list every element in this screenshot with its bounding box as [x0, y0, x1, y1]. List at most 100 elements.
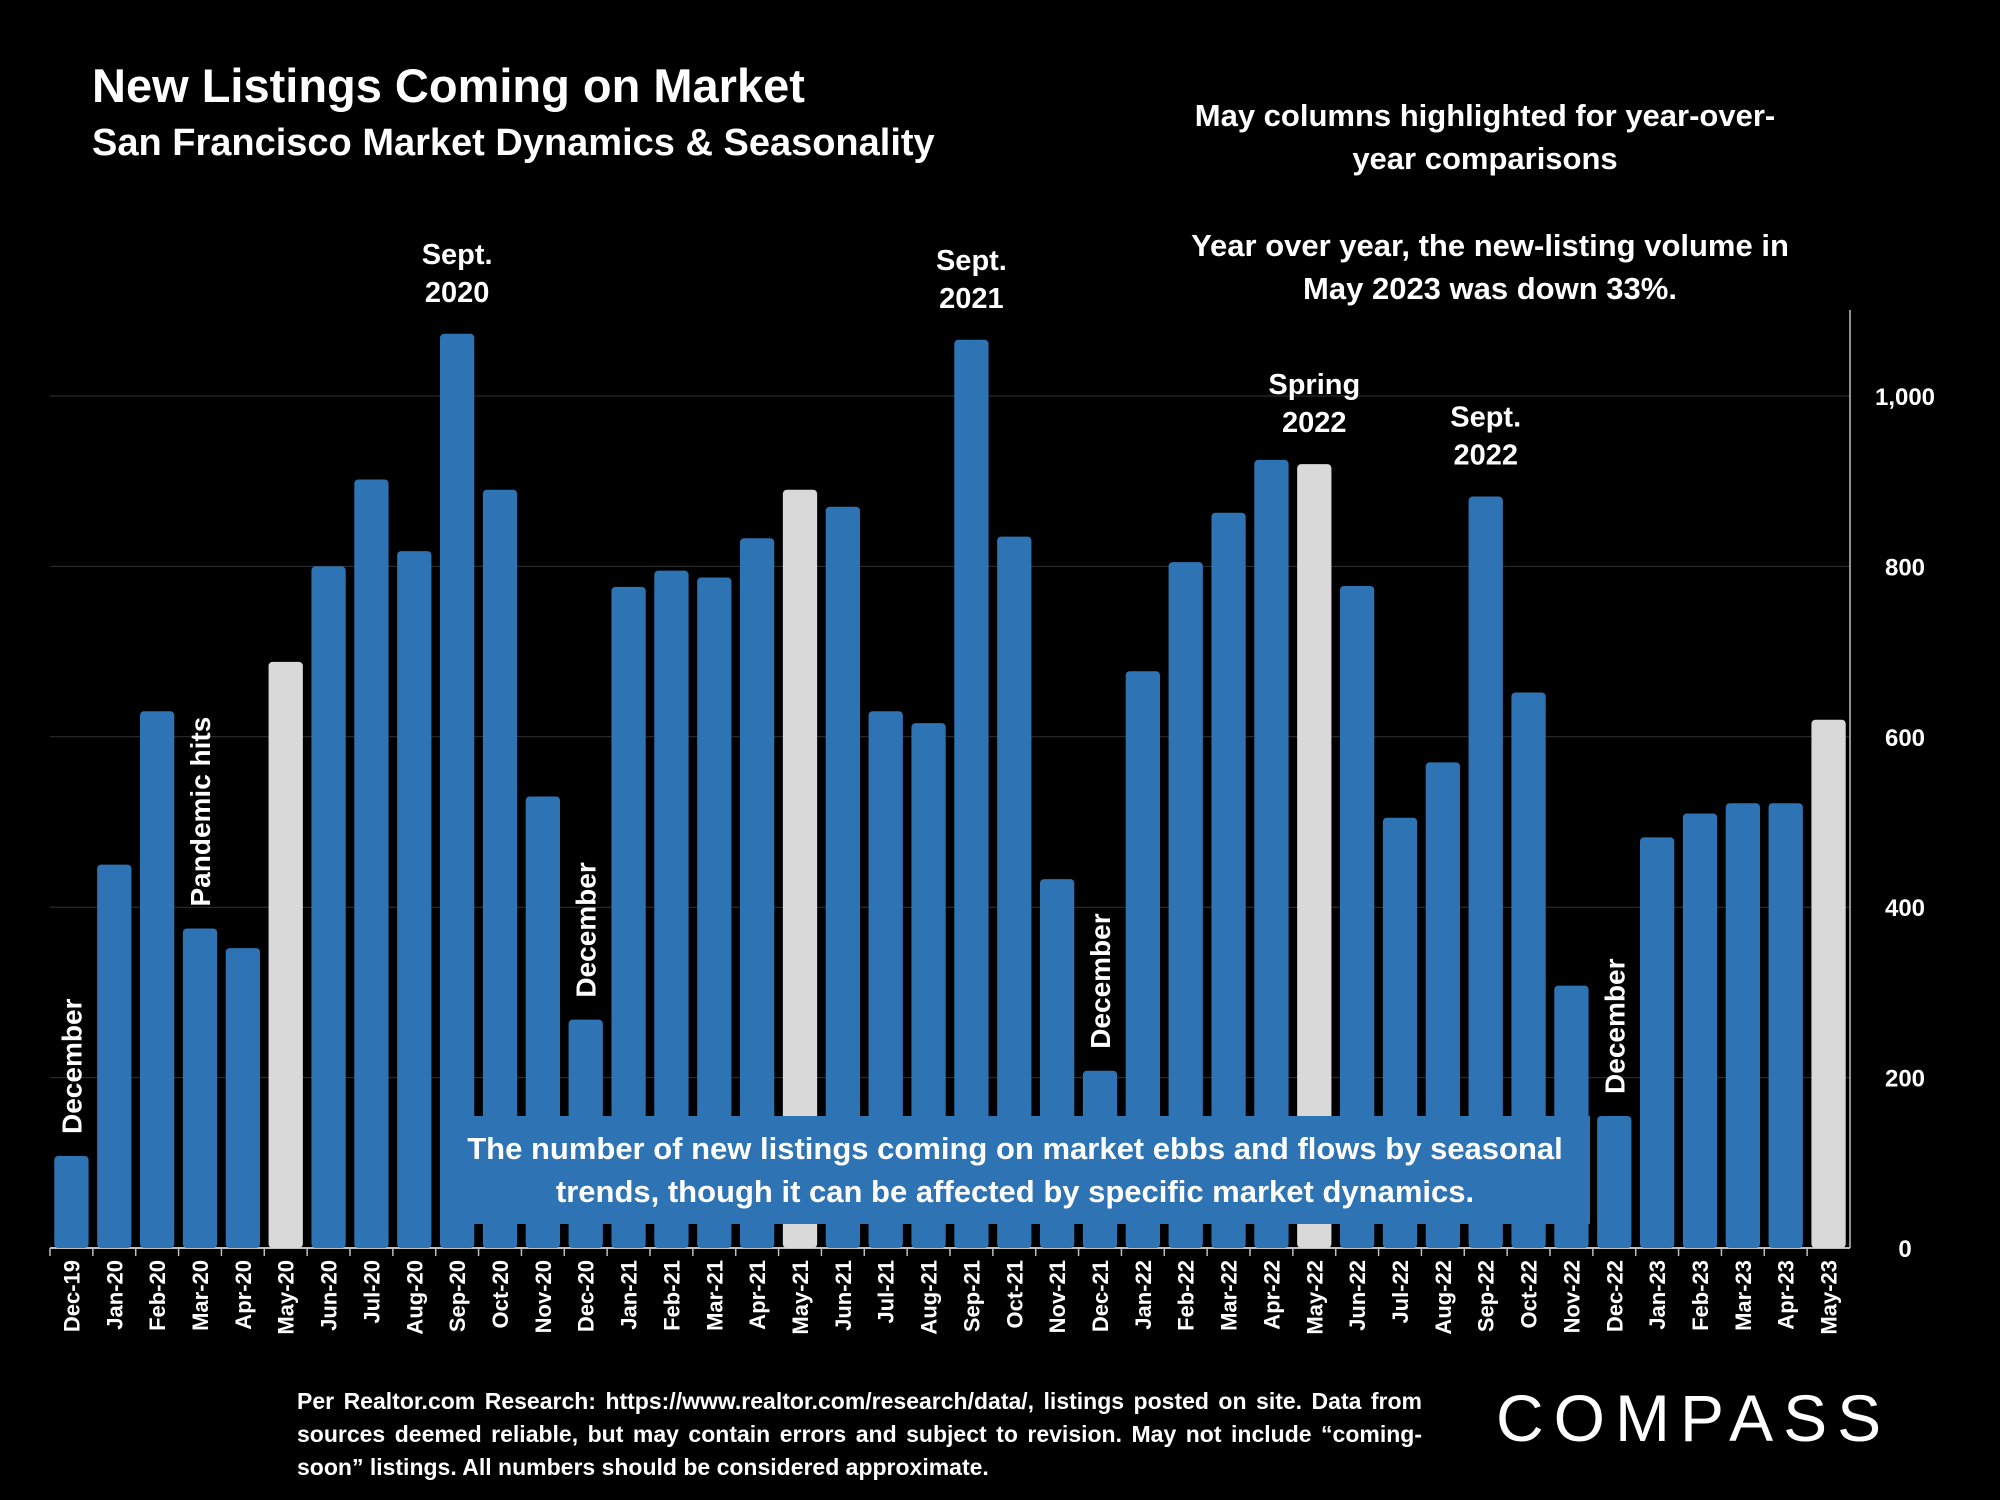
annotation-label: Sept.: [1450, 402, 1521, 434]
bar: [225, 948, 260, 1248]
bar: [611, 586, 646, 1248]
bar: [1682, 813, 1718, 1248]
bar: [1168, 562, 1203, 1248]
x-tick-label: Jul-22: [1388, 1260, 1413, 1324]
x-tick-label: Oct-22: [1517, 1260, 1542, 1328]
x-tick-label: Aug-22: [1431, 1260, 1456, 1335]
x-tick-label: May-21: [788, 1260, 813, 1335]
x-tick-label: Aug-20: [402, 1260, 427, 1335]
x-tick-label: Feb-22: [1174, 1260, 1199, 1331]
x-tick-label: Jun-21: [831, 1260, 856, 1331]
bar: [1725, 803, 1760, 1248]
x-tick-label: Apr-21: [745, 1260, 770, 1330]
bar: [740, 538, 775, 1248]
annotation-label: 2020: [425, 277, 490, 309]
compass-logo: COMPASS: [1496, 1381, 1892, 1455]
y-tick-label: 400: [1885, 895, 1925, 922]
bar: [1768, 803, 1803, 1248]
bar: [654, 570, 689, 1248]
x-tick-label: Jan-23: [1645, 1260, 1670, 1330]
x-tick-label: Nov-22: [1559, 1260, 1584, 1333]
bar: [825, 506, 860, 1248]
x-tick-label: Aug-21: [917, 1260, 942, 1335]
bar: [1811, 719, 1846, 1248]
bar: [354, 479, 389, 1249]
x-tick-label: Sep-20: [445, 1260, 470, 1332]
annotation-label: December: [571, 862, 602, 998]
x-tick-label: Nov-21: [1045, 1260, 1070, 1333]
bar: [397, 551, 432, 1248]
bar: [311, 566, 346, 1248]
y-tick-label: 0: [1898, 1236, 1911, 1263]
x-tick-label: Jan-20: [102, 1260, 127, 1330]
bar: [1125, 671, 1160, 1248]
yoy-note: Year over year, the new-listing volume i…: [1191, 228, 1789, 306]
annotation-label: Spring: [1268, 369, 1360, 401]
x-tick-label: Apr-23: [1774, 1260, 1799, 1330]
x-tick-label: Apr-20: [231, 1260, 256, 1330]
callout-text: The number of new listings coming on mar…: [467, 1131, 1563, 1209]
bar: [1211, 512, 1246, 1248]
x-tick-label: Jul-20: [359, 1260, 384, 1324]
bar: [1297, 464, 1332, 1248]
x-tick-label: Jul-21: [874, 1260, 899, 1324]
annotation-label: Sept.: [936, 245, 1007, 277]
bar: [54, 1155, 89, 1248]
x-tick-label: Mar-20: [188, 1260, 213, 1331]
y-tick-label: 800: [1885, 554, 1925, 581]
x-tick-label: Mar-23: [1731, 1260, 1756, 1331]
bar: [1511, 692, 1546, 1248]
bar: [997, 536, 1032, 1248]
chart-title: New Listings Coming on Market: [92, 59, 805, 112]
x-tick-label: Apr-22: [1259, 1260, 1284, 1330]
x-tick-label: Dec-21: [1088, 1260, 1113, 1332]
bar: [954, 339, 989, 1248]
annotation-label: 2022: [1282, 407, 1347, 439]
bar: [97, 864, 132, 1248]
x-tick-label: Oct-21: [1002, 1260, 1027, 1328]
annotation-label: 2021: [939, 283, 1004, 315]
annotation-label: 2022: [1453, 440, 1518, 472]
bar: [482, 489, 518, 1249]
bar: [268, 661, 303, 1248]
x-tick-label: Feb-21: [659, 1260, 684, 1331]
bar: [868, 711, 903, 1248]
x-tick-label: Mar-21: [702, 1260, 727, 1331]
y-tick-label: 1,000: [1875, 384, 1935, 411]
source-footnote: Per Realtor.com Research: https://www.re…: [297, 1388, 1422, 1480]
bar: [782, 489, 818, 1249]
bar: [697, 577, 732, 1248]
bar: [182, 928, 218, 1248]
x-tick-label: Feb-20: [145, 1260, 170, 1331]
x-tick-label: Sep-22: [1474, 1260, 1499, 1332]
y-tick-label: 600: [1885, 725, 1925, 752]
annotation-label: December: [1085, 913, 1116, 1049]
x-tick-label: Jun-22: [1345, 1260, 1370, 1331]
annotation-label: December: [1599, 958, 1630, 1094]
annotation-label: Sept.: [422, 239, 493, 271]
x-tick-label: Jan-21: [617, 1260, 642, 1330]
annotation-label: Pandemic hits: [185, 717, 216, 907]
highlight-note: May columns highlighted for year-over-ye…: [1194, 98, 1776, 176]
bar: [440, 333, 475, 1249]
chart-subtitle: San Francisco Market Dynamics & Seasonal…: [92, 122, 935, 164]
bar: [140, 711, 175, 1248]
x-tick-label: Sep-21: [959, 1260, 984, 1332]
callout-box: The number of new listings coming on mar…: [440, 1116, 1590, 1224]
x-tick-label: Feb-23: [1688, 1260, 1713, 1331]
bar: [1254, 459, 1289, 1248]
x-tick-label: Dec-19: [59, 1260, 84, 1332]
x-tick-label: Dec-20: [574, 1260, 599, 1332]
x-tick-label: Nov-20: [531, 1260, 556, 1333]
x-tick-label: May-22: [1302, 1260, 1327, 1335]
bar: [1597, 1115, 1632, 1248]
annotation-label: December: [56, 998, 87, 1134]
y-tick-label: 200: [1885, 1066, 1925, 1093]
x-tick-label: Dec-22: [1602, 1260, 1627, 1332]
x-tick-label: Mar-22: [1217, 1260, 1242, 1331]
x-tick-label: May-23: [1817, 1260, 1842, 1335]
x-tick-label: Oct-20: [488, 1260, 513, 1328]
x-tick-label: May-20: [274, 1260, 299, 1335]
x-tick-label: Jun-20: [317, 1260, 342, 1331]
bar: [1340, 585, 1375, 1248]
